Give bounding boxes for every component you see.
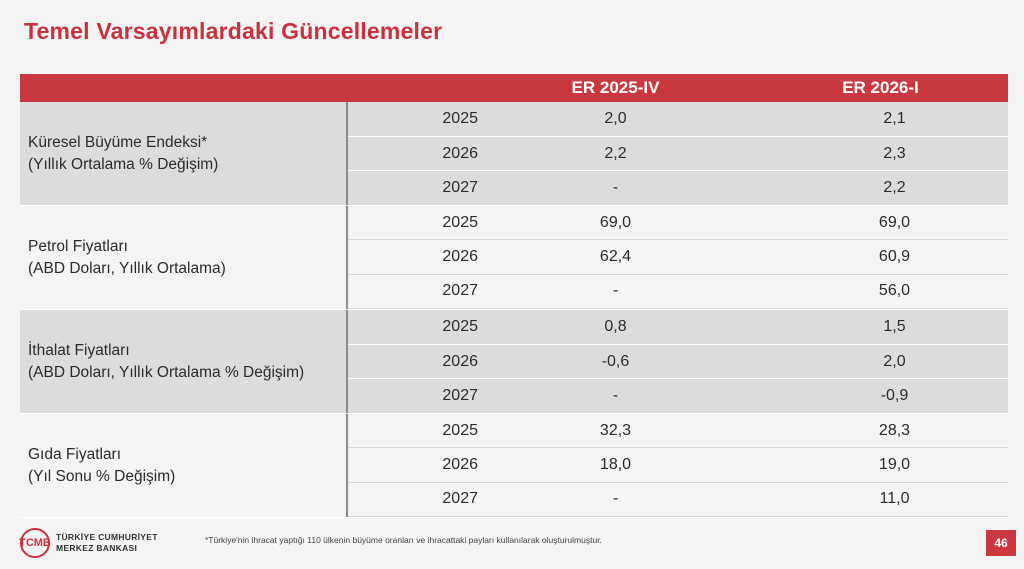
table-row: 2026 62,4 60,9	[348, 240, 1008, 275]
group-rows: 2025 0,8 1,5 2026 -0,6 2,0 2027 - -0,9	[348, 310, 1008, 413]
tcmb-emblem-icon: TCMB	[19, 528, 51, 558]
value-cell-er-2025-iv: -	[612, 490, 619, 508]
table-group: Küresel Büyüme Endeksi* (Yıllık Ortalama …	[20, 102, 1008, 206]
group-label: İthalat Fiyatları (ABD Doları, Yıllık Ort…	[20, 310, 348, 413]
group-label-line: Gıda Fiyatları	[28, 445, 122, 463]
year-cell: 2025	[442, 317, 478, 335]
group-rows: 2025 32,3 28,3 2026 18,0 19,0 2027 - 11,0	[348, 414, 1008, 517]
year-cell: 2026	[442, 455, 478, 473]
table-row: 2027 - 11,0	[348, 483, 1008, 517]
table-body: Küresel Büyüme Endeksi* (Yıllık Ortalama …	[20, 102, 1008, 518]
year-cell: 2025	[442, 109, 478, 127]
group-label: Küresel Büyüme Endeksi* (Yıllık Ortalama …	[20, 102, 348, 205]
value-cell-er-2026-i: 69,0	[878, 213, 911, 231]
table-row: 2025 32,3 28,3	[348, 414, 1008, 449]
table-header: ER 2025-IV ER 2026-I	[20, 74, 1008, 102]
group-rows: 2025 69,0 69,0 2026 62,4 60,9 2027 - 56,0	[348, 206, 1008, 309]
value-cell-er-2026-i: 2,0	[883, 352, 906, 370]
year-cell: 2027	[442, 179, 478, 197]
value-cell-er-2026-i: 2,2	[883, 179, 906, 197]
group-label-line: (Yıl Sonu % Değişim)	[28, 467, 176, 485]
table-row: 2027 - -0,9	[348, 379, 1008, 413]
value-cell-er-2026-i: 2,3	[883, 144, 906, 162]
group-label-line: Petrol Fiyatları	[28, 237, 128, 255]
year-cell: 2026	[442, 247, 478, 265]
table-row: 2025 2,0 2,1	[348, 102, 1008, 137]
group-label: Gıda Fiyatları (Yıl Sonu % Değişim)	[20, 414, 348, 517]
page-number: 46	[986, 530, 1016, 556]
value-cell-er-2025-iv: 0,8	[604, 317, 627, 335]
year-cell: 2027	[442, 282, 478, 300]
value-cell-er-2026-i: 1,5	[883, 317, 906, 335]
year-cell: 2027	[442, 490, 478, 508]
table-row: 2026 18,0 19,0	[348, 448, 1008, 483]
group-label-line: (Yıllık Ortalama % Değişim)	[28, 155, 219, 173]
value-cell-er-2025-iv: 32,3	[599, 421, 632, 439]
year-cell: 2025	[442, 213, 478, 231]
header-er-2025-iv: ER 2025-IV	[571, 78, 660, 97]
value-cell-er-2025-iv: 2,0	[604, 109, 627, 127]
value-cell-er-2025-iv: 69,0	[599, 213, 632, 231]
logo-text: TÜRKİYE CUMHURİYET MERKEZ BANKASI	[56, 532, 158, 554]
value-cell-er-2025-iv: -	[612, 282, 619, 300]
value-cell-er-2026-i: -0,9	[880, 387, 909, 405]
page-title: Temel Varsayımlardaki Güncellemeler	[24, 18, 443, 44]
group-label-line: (ABD Doları, Yıllık Ortalama % Değişim)	[28, 363, 305, 381]
table-row: 2027 - 56,0	[348, 275, 1008, 309]
table-row: 2025 0,8 1,5	[348, 310, 1008, 345]
value-cell-er-2025-iv: -	[612, 179, 619, 197]
year-cell: 2026	[442, 352, 478, 370]
table-row: 2026 2,2 2,3	[348, 137, 1008, 172]
value-cell-er-2025-iv: -0,6	[601, 352, 630, 370]
footer: TCMB TÜRKİYE CUMHURİYET MERKEZ BANKASI *…	[0, 518, 1024, 569]
table-row: 2027 - 2,2	[348, 171, 1008, 205]
logo-line2: MERKEZ BANKASI	[56, 543, 138, 553]
table-group: Petrol Fiyatları (ABD Doları, Yıllık Orta…	[20, 206, 1008, 310]
value-cell-er-2026-i: 11,0	[879, 490, 910, 508]
assumptions-table: ER 2025-IV ER 2026-I Küresel Büyüme Ende…	[20, 74, 1008, 518]
year-cell: 2027	[442, 387, 478, 405]
table-row: 2025 69,0 69,0	[348, 206, 1008, 241]
value-cell-er-2025-iv: -	[612, 387, 619, 405]
table-group: İthalat Fiyatları (ABD Doları, Yıllık Ort…	[20, 310, 1008, 414]
value-cell-er-2025-iv: 18,0	[599, 455, 632, 473]
group-rows: 2025 2,0 2,1 2026 2,2 2,3 2027 - 2,2	[348, 102, 1008, 205]
year-cell: 2026	[442, 144, 478, 162]
group-label-line: İthalat Fiyatları	[28, 341, 130, 359]
value-cell-er-2025-iv: 2,2	[604, 144, 627, 162]
table-group: Gıda Fiyatları (Yıl Sonu % Değişim) 2025 32…	[20, 414, 1008, 518]
value-cell-er-2026-i: 56,0	[878, 282, 911, 300]
table-row: 2026 -0,6 2,0	[348, 345, 1008, 380]
logo-line1: TÜRKİYE CUMHURİYET	[56, 532, 158, 542]
group-label-line: (ABD Doları, Yıllık Ortalama)	[28, 259, 226, 277]
tcmb-logo: TCMB TÜRKİYE CUMHURİYET MERKEZ BANKASI	[19, 528, 158, 558]
group-label-line: Küresel Büyüme Endeksi*	[28, 133, 208, 151]
value-cell-er-2025-iv: 62,4	[599, 247, 632, 265]
value-cell-er-2026-i: 19,0	[878, 455, 911, 473]
value-cell-er-2026-i: 2,1	[883, 109, 906, 127]
value-cell-er-2026-i: 28,3	[878, 421, 911, 439]
header-er-2026-i: ER 2026-I	[842, 78, 919, 97]
value-cell-er-2026-i: 60,9	[878, 247, 911, 265]
group-label: Petrol Fiyatları (ABD Doları, Yıllık Orta…	[20, 206, 348, 309]
year-cell: 2025	[442, 421, 478, 439]
footnote: *Türkiye'nin ihracat yaptığı 110 ülkenin…	[205, 535, 602, 545]
